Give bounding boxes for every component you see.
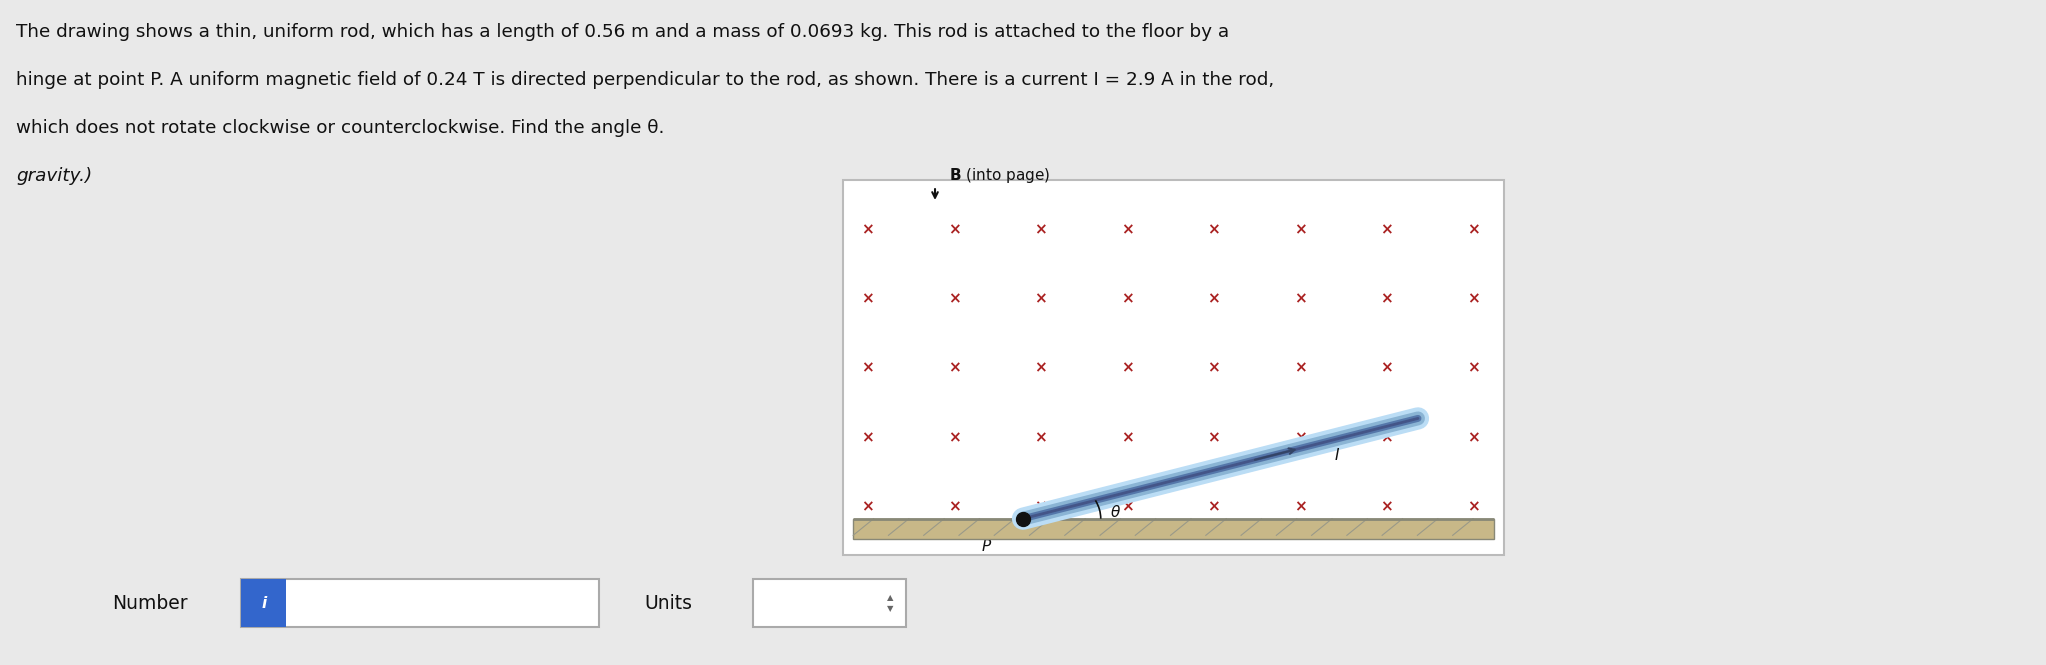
Text: ×: ×	[1293, 430, 1307, 445]
Text: ×: ×	[1381, 291, 1393, 307]
Text: gravity.): gravity.)	[16, 167, 92, 185]
Text: ▲: ▲	[886, 593, 894, 602]
Text: ×: ×	[861, 222, 874, 237]
Text: ×: ×	[1381, 499, 1393, 514]
Text: ×: ×	[861, 360, 874, 376]
Text: ×: ×	[1207, 222, 1219, 237]
Text: ×: ×	[1467, 430, 1479, 445]
Text: ×: ×	[947, 360, 960, 376]
Text: hinge at point P. A uniform magnetic field of 0.24 T is directed perpendicular t: hinge at point P. A uniform magnetic fie…	[16, 71, 1275, 89]
Bar	[843, 180, 1504, 555]
Bar	[853, 519, 1494, 539]
Text: Units: Units	[644, 594, 692, 612]
Text: ×: ×	[1293, 360, 1307, 376]
Text: ×: ×	[1293, 222, 1307, 237]
Text: which does not rotate clockwise or counterclockwise. Find the angle θ.: which does not rotate clockwise or count…	[16, 119, 671, 137]
Text: ×: ×	[1467, 499, 1479, 514]
Text: ×: ×	[947, 430, 960, 445]
Text: ×: ×	[1467, 291, 1479, 307]
Text: ×: ×	[861, 499, 874, 514]
Text: ×: ×	[1207, 430, 1219, 445]
Bar	[753, 579, 906, 627]
Text: I: I	[1334, 448, 1338, 464]
Text: ×: ×	[1033, 499, 1048, 514]
Text: ×: ×	[1207, 499, 1219, 514]
Text: which does not rotate clockwise or counterclockwise. Find the angle θ. (Hint:  T: which does not rotate clockwise or count…	[16, 119, 1252, 137]
Text: ×: ×	[1293, 291, 1307, 307]
Text: ×: ×	[1293, 499, 1307, 514]
Text: ×: ×	[1381, 430, 1393, 445]
Text: ×: ×	[1121, 430, 1133, 445]
Text: ×: ×	[1381, 360, 1393, 376]
Bar	[241, 579, 599, 627]
Text: ×: ×	[1121, 360, 1133, 376]
Text: The drawing shows a thin, uniform rod, which has a length of 0.56 m and a mass o: The drawing shows a thin, uniform rod, w…	[16, 23, 1230, 41]
Text: ×: ×	[947, 291, 960, 307]
Text: P: P	[982, 539, 990, 554]
Text: ×: ×	[1467, 222, 1479, 237]
Text: ×: ×	[1033, 430, 1048, 445]
Text: i: i	[262, 596, 266, 610]
Text: ×: ×	[861, 430, 874, 445]
Text: ×: ×	[1121, 291, 1133, 307]
Text: ×: ×	[861, 291, 874, 307]
Text: ×: ×	[1121, 222, 1133, 237]
Text: ×: ×	[1381, 222, 1393, 237]
Text: ▼: ▼	[886, 604, 894, 613]
Text: $\bf{B}$ (into page): $\bf{B}$ (into page)	[949, 166, 1050, 185]
Text: ×: ×	[1033, 291, 1048, 307]
Bar	[241, 579, 286, 627]
Text: ×: ×	[1467, 360, 1479, 376]
Text: ×: ×	[1033, 360, 1048, 376]
Text: Number: Number	[113, 594, 188, 612]
Text: ×: ×	[947, 499, 960, 514]
Text: ×: ×	[1121, 499, 1133, 514]
Text: ×: ×	[1207, 360, 1219, 376]
Text: θ: θ	[1111, 505, 1121, 520]
Text: ×: ×	[1207, 291, 1219, 307]
Text: ×: ×	[947, 222, 960, 237]
Text: ×: ×	[1033, 222, 1048, 237]
